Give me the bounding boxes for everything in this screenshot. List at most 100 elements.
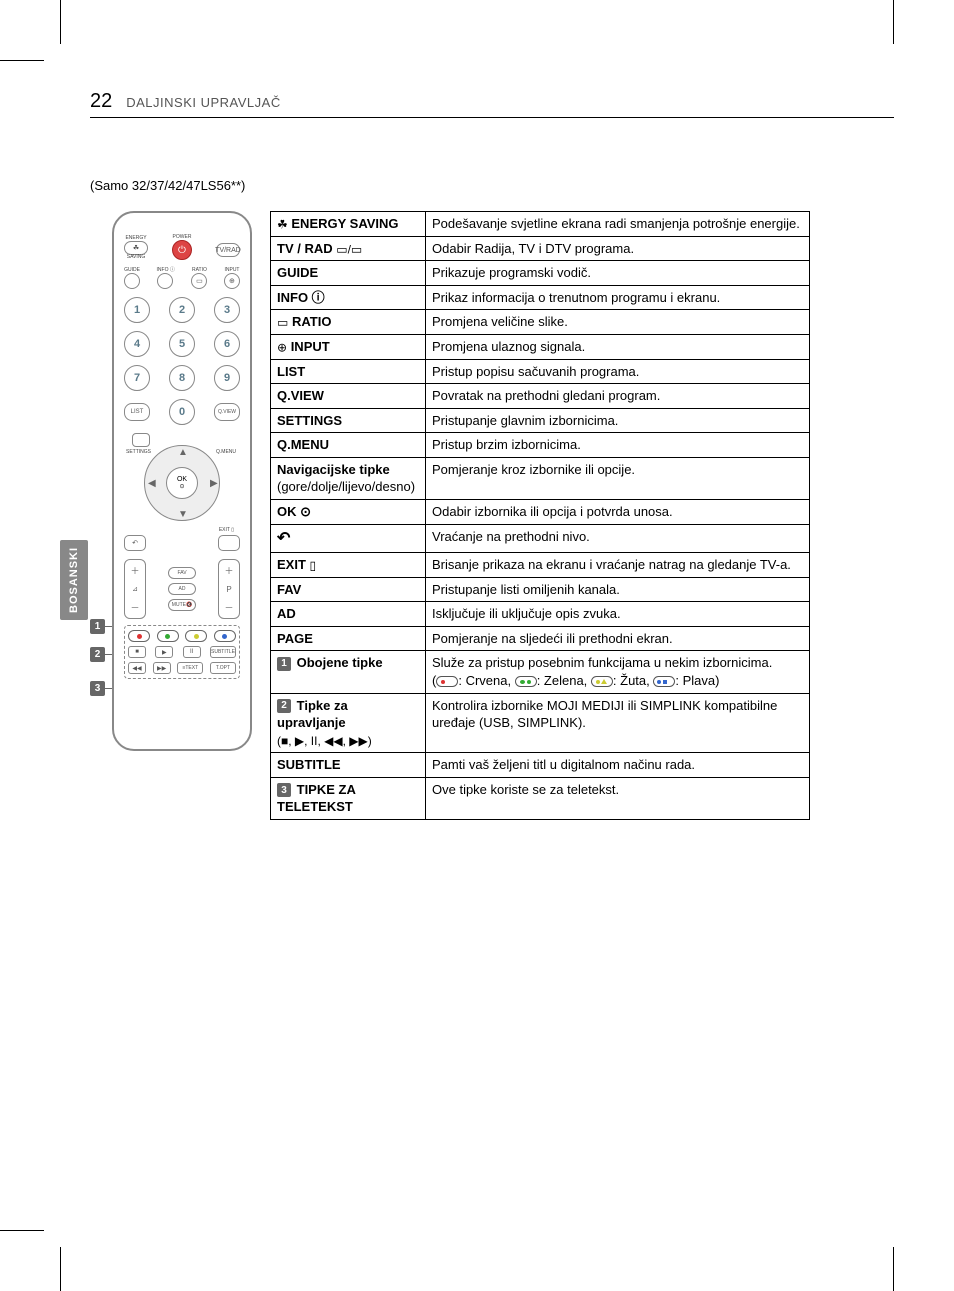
func-desc-cell: Odabir Radija, TV i DTV programa.	[426, 236, 810, 261]
back-exit-row: ↶	[124, 535, 240, 551]
func-name-cell: LIST	[271, 359, 426, 384]
table-row: 3 TIPKE ZA TELETEKSTOve tipke koriste se…	[271, 777, 810, 819]
func-name-cell: ↶	[271, 524, 426, 553]
func-desc: Promjena ulaznog signala.	[432, 339, 585, 354]
dpad-zone: SETTINGS Q.MENU ▲ ▼ ◀ ▶ OK ⊙ EXIT ▯	[132, 433, 232, 533]
ratio-button: ▭	[191, 273, 207, 289]
page-rocker: ＋ P －	[218, 559, 240, 619]
func-name-cell: SETTINGS	[271, 408, 426, 433]
func-desc: Pamti vaš željeni titl u digitalnom nači…	[432, 757, 695, 772]
crop-mark	[60, 1247, 61, 1291]
model-note: (Samo 32/37/42/47LS56**)	[90, 178, 894, 193]
func-name: RATIO	[292, 314, 331, 329]
func-name-cell: FAV	[271, 577, 426, 602]
arrow-down-icon: ▼	[178, 509, 188, 520]
func-desc: Pristupanje glavnim izbornicima.	[432, 413, 618, 428]
blue-pill-icon	[653, 676, 675, 687]
table-row: ☘ ENERGY SAVING Podešavanje svjetline ekr…	[271, 212, 810, 237]
func-name: SUBTITLE	[277, 757, 341, 772]
pause-button: II	[183, 646, 201, 658]
language-tab: BOSANSKI	[60, 540, 88, 620]
table-row: ▭ RATIOPromjena veličine slike.	[271, 310, 810, 335]
remote-illustration-wrap: 1 2 3 ENERGY ☘ SAVING POWER ⏻	[90, 211, 252, 751]
func-desc: Ove tipke koriste se za teletekst.	[432, 782, 619, 797]
func-name-cell: ☘ ENERGY SAVING	[271, 212, 426, 237]
func-desc: Pristup brzim izbornicima.	[432, 437, 581, 452]
num-2: 2	[169, 297, 195, 323]
row-leading-icon: ☘	[277, 217, 288, 231]
func-desc-cell: Odabir izbornika ili opcija i potvrda un…	[426, 500, 810, 525]
color-legend: (: Crvena, : Zelena, : Žuta, : Plava)	[432, 673, 719, 688]
volume-rocker: ＋⊿－	[124, 559, 146, 619]
content-row: 1 2 3 ENERGY ☘ SAVING POWER ⏻	[90, 211, 894, 820]
arrow-right-icon: ▶	[210, 478, 218, 489]
func-desc: Pristup popisu sačuvanih programa.	[432, 364, 639, 379]
func-name-cell: PAGE	[271, 626, 426, 651]
func-name: INPUT	[291, 339, 330, 354]
callout-2: 2	[90, 647, 105, 662]
callout-3: 3	[90, 681, 105, 696]
table-row: Q.MENU Pristup brzim izbornicima.	[271, 433, 810, 458]
arrow-up-icon: ▲	[178, 447, 188, 458]
ok-label: OK	[177, 476, 187, 483]
label-saving: SAVING	[127, 255, 146, 260]
func-name-cell: Navigacijske tipke(gore/dolje/lijevo/des…	[271, 457, 426, 499]
green-pill-icon	[515, 676, 537, 687]
func-name: LIST	[277, 364, 305, 379]
table-row: 1 Obojene tipkeSluže za pristup posebnim…	[271, 651, 810, 693]
power-button: ⏻	[172, 240, 192, 260]
topt-button: T.OPT	[210, 662, 236, 674]
func-desc: Odabir izbornika ili opcija i potvrda un…	[432, 504, 673, 519]
func-desc: Brisanje prikaza na ekranu i vraćanje na…	[432, 557, 791, 572]
func-desc-cell: Pomjeranje na sljedeći ili prethodni ekr…	[426, 626, 810, 651]
num-4: 4	[124, 331, 150, 357]
func-desc-cell: Pristup brzim izbornicima.	[426, 433, 810, 458]
table-row: ↶Vraćanje na prethodni nivo.	[271, 524, 810, 553]
ok-dot-icon: ⊙	[179, 483, 184, 490]
info-button	[157, 273, 173, 289]
tvrad-button: TV/RAD	[216, 243, 240, 257]
func-name: SETTINGS	[277, 413, 342, 428]
func-desc: Podešavanje svjetline ekrana radi smanje…	[432, 216, 800, 231]
func-name-cell: ⊕ INPUT	[271, 335, 426, 360]
func-name-cell: Q.MENU	[271, 433, 426, 458]
num-3: 3	[214, 297, 240, 323]
func-desc: Pomjeranje na sljedeći ili prethodni ekr…	[432, 631, 673, 646]
num-5: 5	[169, 331, 195, 357]
callout-1: 1	[90, 619, 105, 634]
row-trailing-icon: ▯	[310, 559, 317, 573]
teletext-group-box: ■ ▶ II SUBTITLE ◀◀ ▶▶ ≡TEXT T.OPT	[124, 625, 240, 679]
table-row: ⊕ INPUT Promjena ulaznog signala.	[271, 335, 810, 360]
func-desc-cell: Povratak na prethodni gledani program.	[426, 384, 810, 409]
func-desc-cell: Služe za pristup posebnim funkcijama u n…	[426, 651, 810, 693]
func-desc: Promjena veličine slike.	[432, 314, 568, 329]
func-name: Navigacijske tipke	[277, 462, 390, 477]
table-row: Navigacijske tipke(gore/dolje/lijevo/des…	[271, 457, 810, 499]
row-badge: 3	[277, 783, 291, 797]
subtitle-button: SUBTITLE	[210, 646, 236, 658]
media-row-2: ◀◀ ▶▶ ≡TEXT T.OPT	[128, 662, 236, 674]
table-row: PAGE Pomjeranje na sljedeći ili prethodni…	[271, 626, 810, 651]
table-row: 2 Tipke za upravljanje(■, ▶, II, ◀◀, ▶▶)…	[271, 693, 810, 753]
func-desc-cell: Prikazuje programski vodič.	[426, 261, 810, 286]
func-desc-cell: Isključuje ili uključuje opis zvuka.	[426, 602, 810, 627]
func-desc: Isključuje ili uključuje opis zvuka.	[432, 606, 621, 621]
func-name-cell: AD	[271, 602, 426, 627]
vol-page-zone: ＋⊿－ FAV AD MUTE🔇 ＋ P －	[124, 559, 240, 619]
label-input: INPUT	[224, 268, 240, 273]
play-button: ▶	[155, 646, 173, 658]
func-name: PAGE	[277, 631, 313, 646]
label-exit: EXIT ▯	[219, 527, 234, 533]
num-9: 9	[214, 365, 240, 391]
num-0: 0	[169, 399, 195, 425]
back-button: ↶	[124, 535, 146, 551]
page-header: 22 DALJINSKI UPRAVLJAČ	[90, 90, 894, 118]
func-name-cell: TV / RAD ▭/▭	[271, 236, 426, 261]
table-row: AD Isključuje ili uključuje opis zvuka.	[271, 602, 810, 627]
red-pill-icon	[436, 676, 458, 687]
func-name-cell: 2 Tipke za upravljanje(■, ▶, II, ◀◀, ▶▶)	[271, 693, 426, 753]
func-desc-cell: Prikaz informacija o trenutnom programu …	[426, 285, 810, 310]
label-guide: GUIDE	[124, 268, 140, 273]
func-name-cell: OK ⊙	[271, 500, 426, 525]
func-desc-cell: Pristupanje glavnim izbornicima.	[426, 408, 810, 433]
